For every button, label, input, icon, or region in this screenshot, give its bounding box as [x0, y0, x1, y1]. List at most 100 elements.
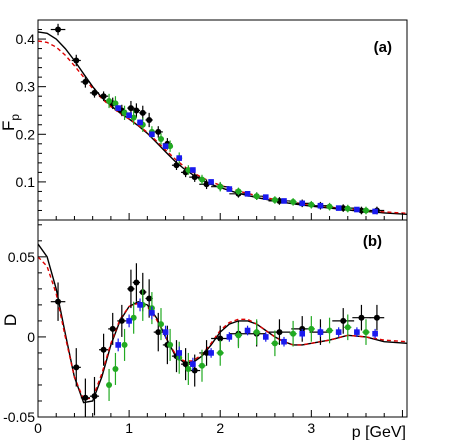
data-point — [344, 324, 351, 331]
x-tick-label: 3 — [307, 420, 315, 436]
data-point — [162, 143, 169, 149]
data-point — [199, 362, 205, 369]
data-point — [100, 346, 107, 353]
data-point — [127, 105, 134, 112]
data-point — [344, 205, 351, 212]
y-tick-label: 0.3 — [16, 79, 36, 95]
data-point — [158, 321, 164, 328]
data-point — [139, 109, 146, 116]
data-point — [262, 194, 269, 200]
y-tick-label: 0.1 — [16, 174, 36, 190]
data-point — [191, 174, 198, 181]
data-point — [73, 57, 80, 64]
panel-a-ylabel-main: F — [0, 121, 18, 131]
panel-a-frame — [37, 19, 408, 221]
data-point — [126, 318, 132, 324]
data-point — [326, 327, 333, 334]
data-point — [173, 162, 180, 169]
data-point — [91, 89, 98, 96]
data-point — [290, 330, 297, 337]
data-point — [372, 208, 378, 215]
data-point — [226, 334, 233, 340]
y-tick-label: 0.05 — [8, 249, 35, 265]
data-point — [354, 206, 360, 213]
x-tick-label: 1 — [125, 420, 133, 436]
data-series — [115, 105, 378, 215]
data-point — [133, 107, 140, 114]
data-point — [55, 298, 62, 305]
panel-b-frame — [37, 219, 408, 418]
data-point — [358, 314, 365, 321]
panel-a-axes: 0.1 0.2 0.3 0.4 — [16, 19, 403, 221]
data-point — [176, 155, 183, 161]
data-point — [115, 105, 121, 111]
data-point — [176, 350, 183, 356]
y-tick-label: 0.2 — [16, 126, 36, 142]
data-point — [182, 361, 189, 368]
data-point — [185, 167, 192, 173]
data-point — [185, 365, 192, 372]
data-point — [372, 330, 378, 337]
data-point — [100, 93, 107, 100]
data-point — [127, 285, 134, 292]
data-point — [235, 332, 242, 339]
data-point — [112, 365, 119, 372]
data-series — [115, 298, 378, 371]
data-point — [308, 201, 315, 208]
panel-a-ylabel: Fp — [0, 114, 22, 131]
data-point — [121, 109, 128, 116]
data-point — [308, 325, 315, 332]
data-point — [253, 193, 260, 200]
data-series — [50, 263, 385, 417]
data-point — [335, 205, 342, 211]
data-point — [106, 97, 113, 104]
data-point — [115, 342, 121, 348]
data-point — [167, 341, 174, 348]
data-point — [358, 207, 365, 214]
model-curve — [38, 256, 407, 401]
panel-b-ylabel: D — [1, 314, 20, 326]
data-point — [244, 327, 251, 334]
data-point — [299, 200, 306, 207]
panel-b-xlabel: p [GeV] — [352, 424, 406, 440]
data-point — [276, 329, 283, 336]
data-point — [55, 26, 62, 33]
data-point — [226, 186, 233, 192]
data-point — [133, 279, 140, 286]
data-point — [158, 136, 164, 143]
data-point — [149, 310, 155, 316]
data-point — [340, 205, 347, 212]
data-point — [244, 191, 251, 197]
data-point — [373, 314, 380, 321]
data-point — [146, 295, 153, 302]
data-point — [82, 78, 89, 85]
data-series — [106, 93, 370, 215]
data-point — [203, 181, 210, 188]
data-point — [130, 314, 137, 321]
data-point — [112, 100, 119, 107]
y-tick-label: -0.05 — [3, 409, 35, 425]
data-point — [190, 167, 196, 173]
data-point — [262, 334, 269, 340]
data-point — [281, 338, 287, 345]
x-tick-label: 0 — [34, 420, 42, 436]
data-point — [326, 203, 333, 210]
data-point — [190, 361, 196, 367]
data-point — [130, 114, 137, 121]
data-point — [253, 329, 260, 336]
data-point — [290, 198, 297, 205]
data-point — [82, 394, 89, 401]
panel-a-label: (a) — [374, 39, 392, 56]
data-point — [271, 340, 278, 347]
panel-a-ylabel-sub: p — [8, 114, 22, 121]
data-point — [155, 128, 162, 135]
data-point — [118, 317, 125, 324]
x-tick-label: 2 — [216, 420, 224, 436]
data-series — [106, 288, 370, 401]
data-point — [149, 131, 155, 138]
data-point — [199, 176, 205, 183]
data-point — [203, 349, 210, 356]
data-point — [121, 341, 128, 348]
